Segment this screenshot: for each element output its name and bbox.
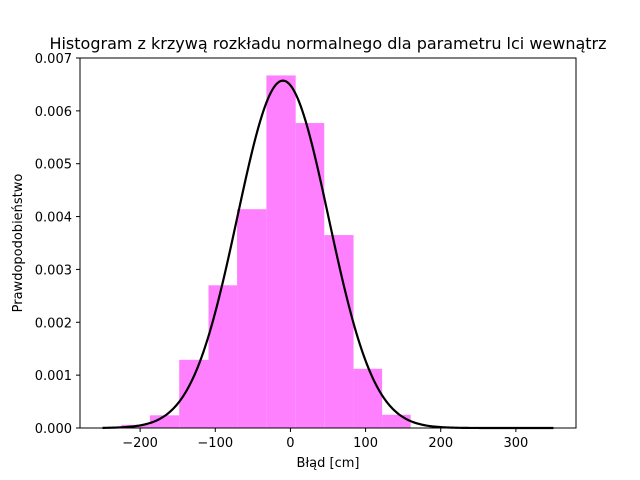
- histogram-bar-8: [353, 368, 383, 428]
- x-tick-label: 100: [353, 436, 378, 451]
- histogram-bar-3: [208, 285, 238, 428]
- y-axis-ticks: 0.000 0.001 0.002 0.003 0.004 0.005 0.006 0.007: [35, 52, 80, 437]
- y-tick-label: 0.005: [35, 158, 72, 173]
- y-tick-label: 0.007: [35, 52, 72, 67]
- histogram-bar-4: [237, 209, 267, 428]
- y-tick-label: 0.004: [35, 211, 72, 226]
- histogram-bar-5: [266, 75, 296, 428]
- y-tick-label: 0.000: [35, 422, 72, 437]
- x-tick-label: 200: [428, 436, 453, 451]
- y-tick-label: 0.006: [35, 105, 72, 120]
- chart-title: Histogram z krzywą rozkładu normalnego d…: [49, 34, 606, 53]
- y-tick-label: 0.003: [35, 263, 72, 278]
- histogram-bar-1: [149, 415, 180, 428]
- y-tick-label: 0.001: [35, 369, 72, 384]
- y-tick-label: 0.002: [35, 316, 72, 331]
- histogram-bar-9: [382, 414, 411, 428]
- x-tick-label: −100: [197, 436, 233, 451]
- x-tick-label: −200: [122, 436, 158, 451]
- plot-frame: [79, 57, 577, 429]
- x-tick-label: 0: [286, 436, 294, 451]
- x-tick-label: 300: [503, 436, 528, 451]
- y-axis-label: Prawdopodobieństwo: [11, 174, 26, 313]
- histogram-bar-6: [295, 123, 325, 428]
- x-axis-ticks: −200 −100 0 100 200 300: [122, 428, 528, 451]
- histogram-bars: [121, 75, 411, 428]
- x-axis-label: Błąd [cm]: [297, 456, 360, 471]
